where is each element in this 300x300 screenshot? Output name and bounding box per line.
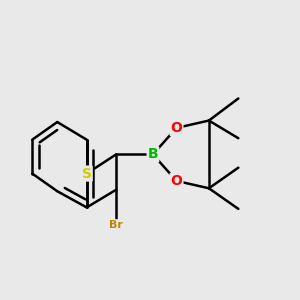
- Text: O: O: [171, 121, 182, 135]
- Text: Br: Br: [109, 220, 123, 230]
- Text: B: B: [148, 147, 158, 161]
- Text: S: S: [82, 167, 92, 181]
- Text: O: O: [171, 174, 182, 188]
